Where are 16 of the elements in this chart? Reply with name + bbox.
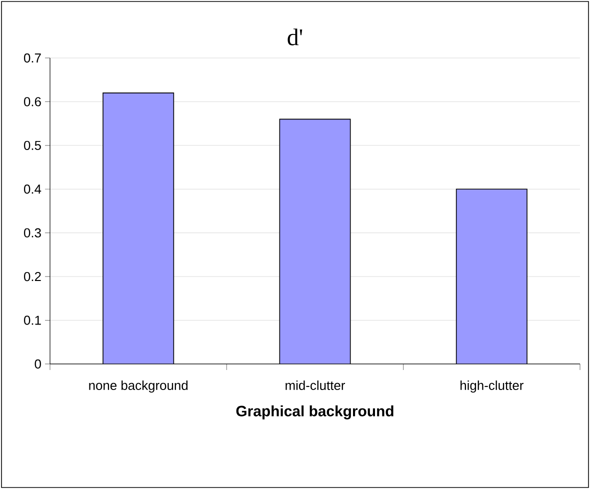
bar [456,188,528,364]
y-tick-label: 0.5 [24,140,41,150]
chart-title: d' [288,28,302,46]
y-tick-label: 0.2 [24,272,41,282]
y-tick-label: 0.7 [24,53,41,63]
x-tick-label: high-clutter [460,380,524,393]
y-tick-label: 0.1 [24,316,41,325]
x-tick-label: none background [89,380,188,393]
x-axis-title: Graphical background [236,405,394,420]
y-tick-label: 0.3 [24,228,41,238]
x-tick-label: mid-clutter [286,380,346,390]
bar [102,92,174,364]
y-tick-label: 0 [34,359,41,369]
y-tick-label: 0.6 [24,97,41,106]
bar [279,118,351,364]
y-tick-label: 0.4 [24,184,42,194]
